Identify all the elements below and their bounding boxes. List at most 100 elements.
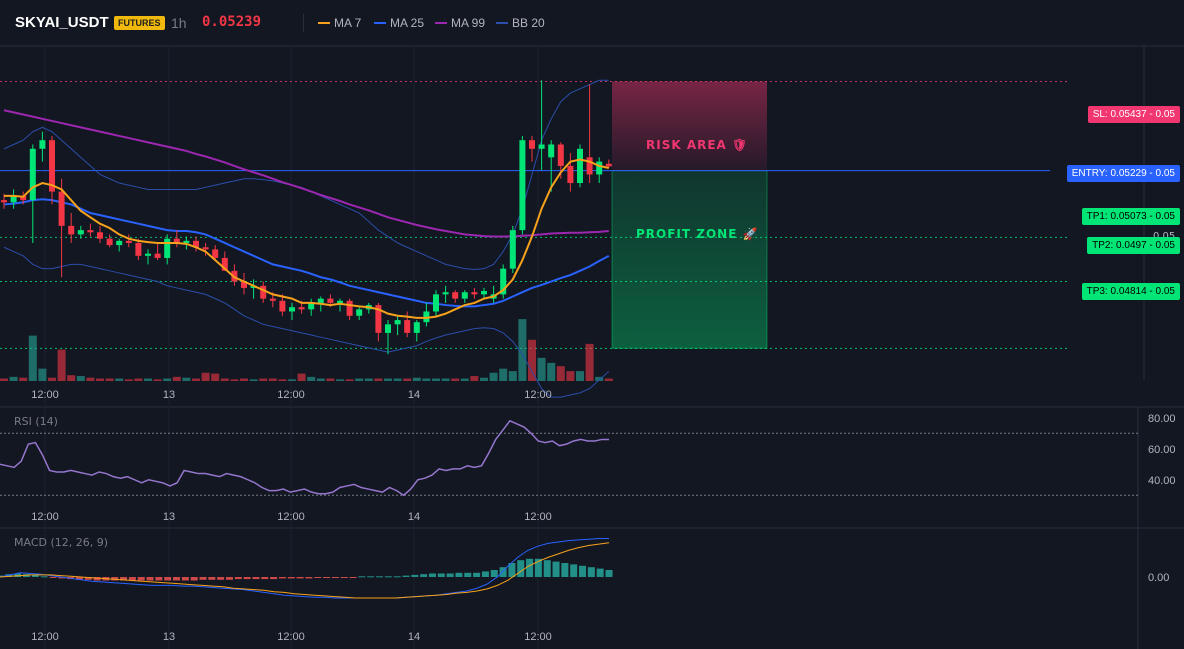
- candle-body: [164, 238, 171, 258]
- entry-price-tag: ENTRY: 0.05229 - 0.05: [1066, 165, 1180, 182]
- volume-bar: [374, 378, 383, 381]
- x-tick-label: 12:00: [31, 631, 59, 643]
- macd-histogram-bar: [490, 570, 498, 577]
- macd-histogram-bar: [579, 565, 587, 577]
- volume-bar: [201, 372, 210, 381]
- macd-histogram-bar: [420, 574, 428, 577]
- candle-body: [29, 148, 36, 201]
- macd-histogram-bar: [376, 576, 384, 578]
- x-tick-label: 13: [163, 631, 175, 643]
- candle-body: [548, 144, 555, 158]
- macd-histogram-bar: [84, 577, 92, 580]
- candle-body: [567, 165, 574, 184]
- macd-histogram-bar: [358, 576, 366, 578]
- macd-histogram-bar: [393, 576, 401, 578]
- profit-zone-label: PROFIT ZONE 🚀: [636, 227, 759, 241]
- macd-histogram-bar: [367, 576, 375, 578]
- legend-bb20[interactable]: BB 20: [496, 16, 545, 30]
- candle-body: [596, 161, 603, 175]
- tp2-tag-suffix: - 0.05: [1149, 240, 1175, 251]
- volume-bar: [364, 378, 373, 381]
- symbol-name[interactable]: SKYAI_USDT: [15, 14, 109, 31]
- macd-histogram-bar: [190, 577, 198, 581]
- candle-body: [529, 140, 535, 149]
- macd-histogram-bar: [473, 572, 481, 577]
- tp1-tag-text: TP1: 0.05073: [1086, 211, 1147, 222]
- volume-bar: [278, 379, 287, 381]
- macd-histogram-bar: [120, 577, 128, 581]
- volume-bar: [441, 378, 450, 381]
- bb-upper-line: [3, 79, 609, 271]
- risk-area-label: RISK AREA 🛡: [646, 138, 749, 152]
- volume-bar: [211, 373, 220, 381]
- candle-body: [106, 238, 113, 246]
- timeframe-label[interactable]: 1h: [171, 15, 187, 31]
- volume-bar: [182, 377, 191, 381]
- volume-bar: [86, 377, 95, 381]
- macd-histogram-bar: [481, 571, 489, 577]
- volume-bar: [297, 373, 306, 381]
- ma7-line: [4, 158, 610, 319]
- macd-histogram-bar: [270, 577, 278, 580]
- macd-histogram-bar: [570, 564, 578, 577]
- volume-bar: [412, 377, 421, 381]
- candle-body: [433, 294, 439, 312]
- tp3-tag-text: TP3: 0.04814: [1086, 286, 1147, 297]
- candle-body: [145, 253, 151, 256]
- legend-ma99[interactable]: MA 99: [435, 16, 485, 30]
- macd-histogram-bar: [561, 563, 569, 577]
- volume-bar: [9, 376, 18, 381]
- rsi-axis-tick: 60.00: [1148, 444, 1176, 456]
- volume-bar: [326, 378, 335, 381]
- macd-axis-tick: 0.00: [1148, 572, 1169, 584]
- legend-ma7[interactable]: MA 7: [318, 16, 361, 30]
- macd-histogram-bar: [40, 576, 48, 578]
- tp1-price-tag: TP1: 0.05073 - 0.05: [1081, 208, 1180, 225]
- candle-body: [183, 240, 190, 243]
- macd-histogram-bar: [428, 573, 436, 577]
- macd-histogram-bar: [146, 577, 154, 581]
- legend-label-ma7: MA 7: [334, 16, 362, 30]
- macd-histogram-bar: [384, 576, 392, 578]
- macd-histogram-bar: [314, 577, 322, 578]
- candle-body: [346, 300, 353, 316]
- tp3-price-tag: TP3: 0.04814 - 0.05: [1081, 283, 1180, 300]
- volume-bar: [288, 379, 296, 381]
- volume-bar: [134, 378, 143, 381]
- volume-bar: [595, 376, 604, 381]
- legend-swatch-ma7: [318, 22, 330, 24]
- chart-header: SKYAI_USDT FUTURES 1h 0.05239 MA 7 MA 25…: [0, 0, 1184, 46]
- candle-body: [260, 285, 267, 299]
- candle-body: [356, 309, 363, 316]
- macd-histogram-bar: [278, 577, 286, 579]
- macd-histogram-bar: [402, 575, 410, 577]
- candle-body: [1, 200, 7, 203]
- candle-body: [519, 140, 526, 231]
- candle-body: [605, 163, 612, 167]
- candle-body: [173, 238, 180, 243]
- candle-body: [577, 148, 583, 184]
- risk-zone: [612, 81, 767, 171]
- macd-signal-line: [0, 542, 610, 599]
- macd-histogram-bar: [225, 577, 233, 580]
- macd-histogram-bar: [155, 577, 163, 581]
- header-divider: [303, 14, 304, 32]
- candle-body: [289, 307, 295, 312]
- ma99-line: [3, 109, 609, 238]
- tp1-tag-suffix: - 0.05: [1149, 211, 1175, 222]
- candle-body: [154, 253, 161, 258]
- volume-bar: [0, 378, 8, 381]
- legend-ma25[interactable]: MA 25: [374, 16, 424, 30]
- volume-bar: [19, 377, 28, 381]
- macd-histogram-bar: [199, 577, 207, 580]
- volume-bar: [28, 335, 37, 381]
- entry-tag-suffix: - 0.05: [1149, 168, 1175, 179]
- candle-body: [20, 195, 27, 201]
- candle-body: [77, 230, 84, 235]
- candle-body: [586, 157, 593, 175]
- candle-body: [58, 191, 65, 226]
- x-tick-label: 12:00: [277, 511, 305, 523]
- volume-bar: [451, 378, 460, 381]
- x-tick-label: 12:00: [524, 631, 552, 643]
